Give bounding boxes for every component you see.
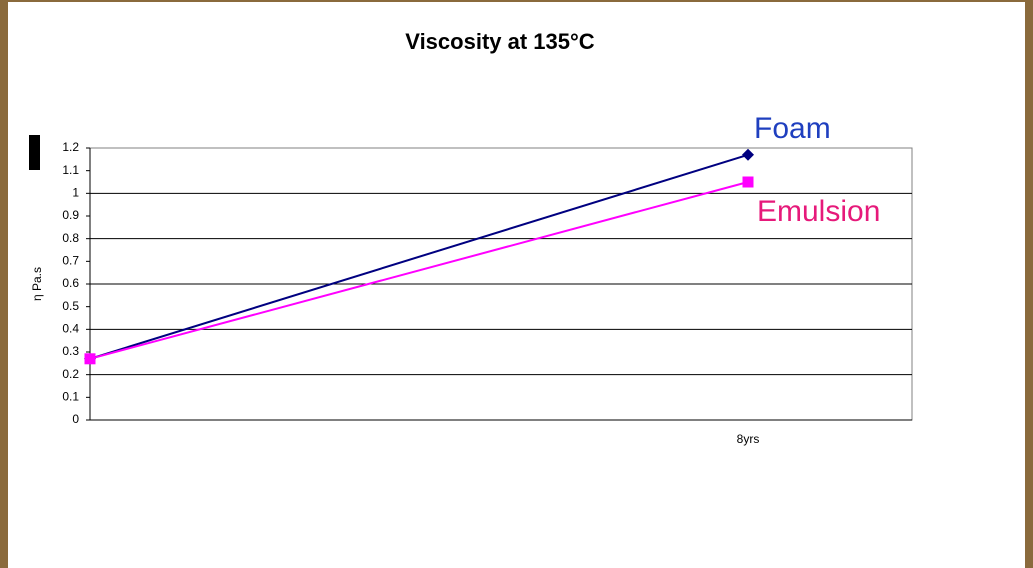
y-tick-label: 0.9 (62, 208, 79, 222)
chart-title: Viscosity at 135°C (405, 29, 594, 54)
y-tick-label: 0.6 (62, 276, 79, 290)
legend-label: Foam (754, 112, 831, 145)
marker (84, 353, 96, 365)
y-tick-label: 1.2 (62, 140, 79, 154)
legend-label: Emulsion (757, 195, 880, 228)
series-line (89, 181, 749, 360)
y-tick-label: 0.8 (62, 231, 79, 245)
y-tick-label: 0 (72, 412, 79, 426)
y-tick-label: 0.4 (62, 322, 79, 336)
y-tick-label: 1.1 (62, 163, 79, 177)
y-tick-label: 0.3 (62, 344, 79, 358)
slide-background (8, 2, 1025, 568)
y-axis-label: η Pa.s (30, 267, 44, 301)
x-tick-label: 8yrs (737, 432, 760, 446)
y-tick-label: 0.7 (62, 254, 79, 268)
y-tick-label: 0.1 (62, 390, 79, 404)
y-tick-label: 1 (72, 186, 79, 200)
y-tick-label: 0.5 (62, 299, 79, 313)
decoration (29, 135, 40, 170)
marker (742, 176, 754, 188)
y-tick-label: 0.2 (62, 367, 79, 381)
series-line (89, 153, 749, 360)
marker (742, 148, 754, 161)
